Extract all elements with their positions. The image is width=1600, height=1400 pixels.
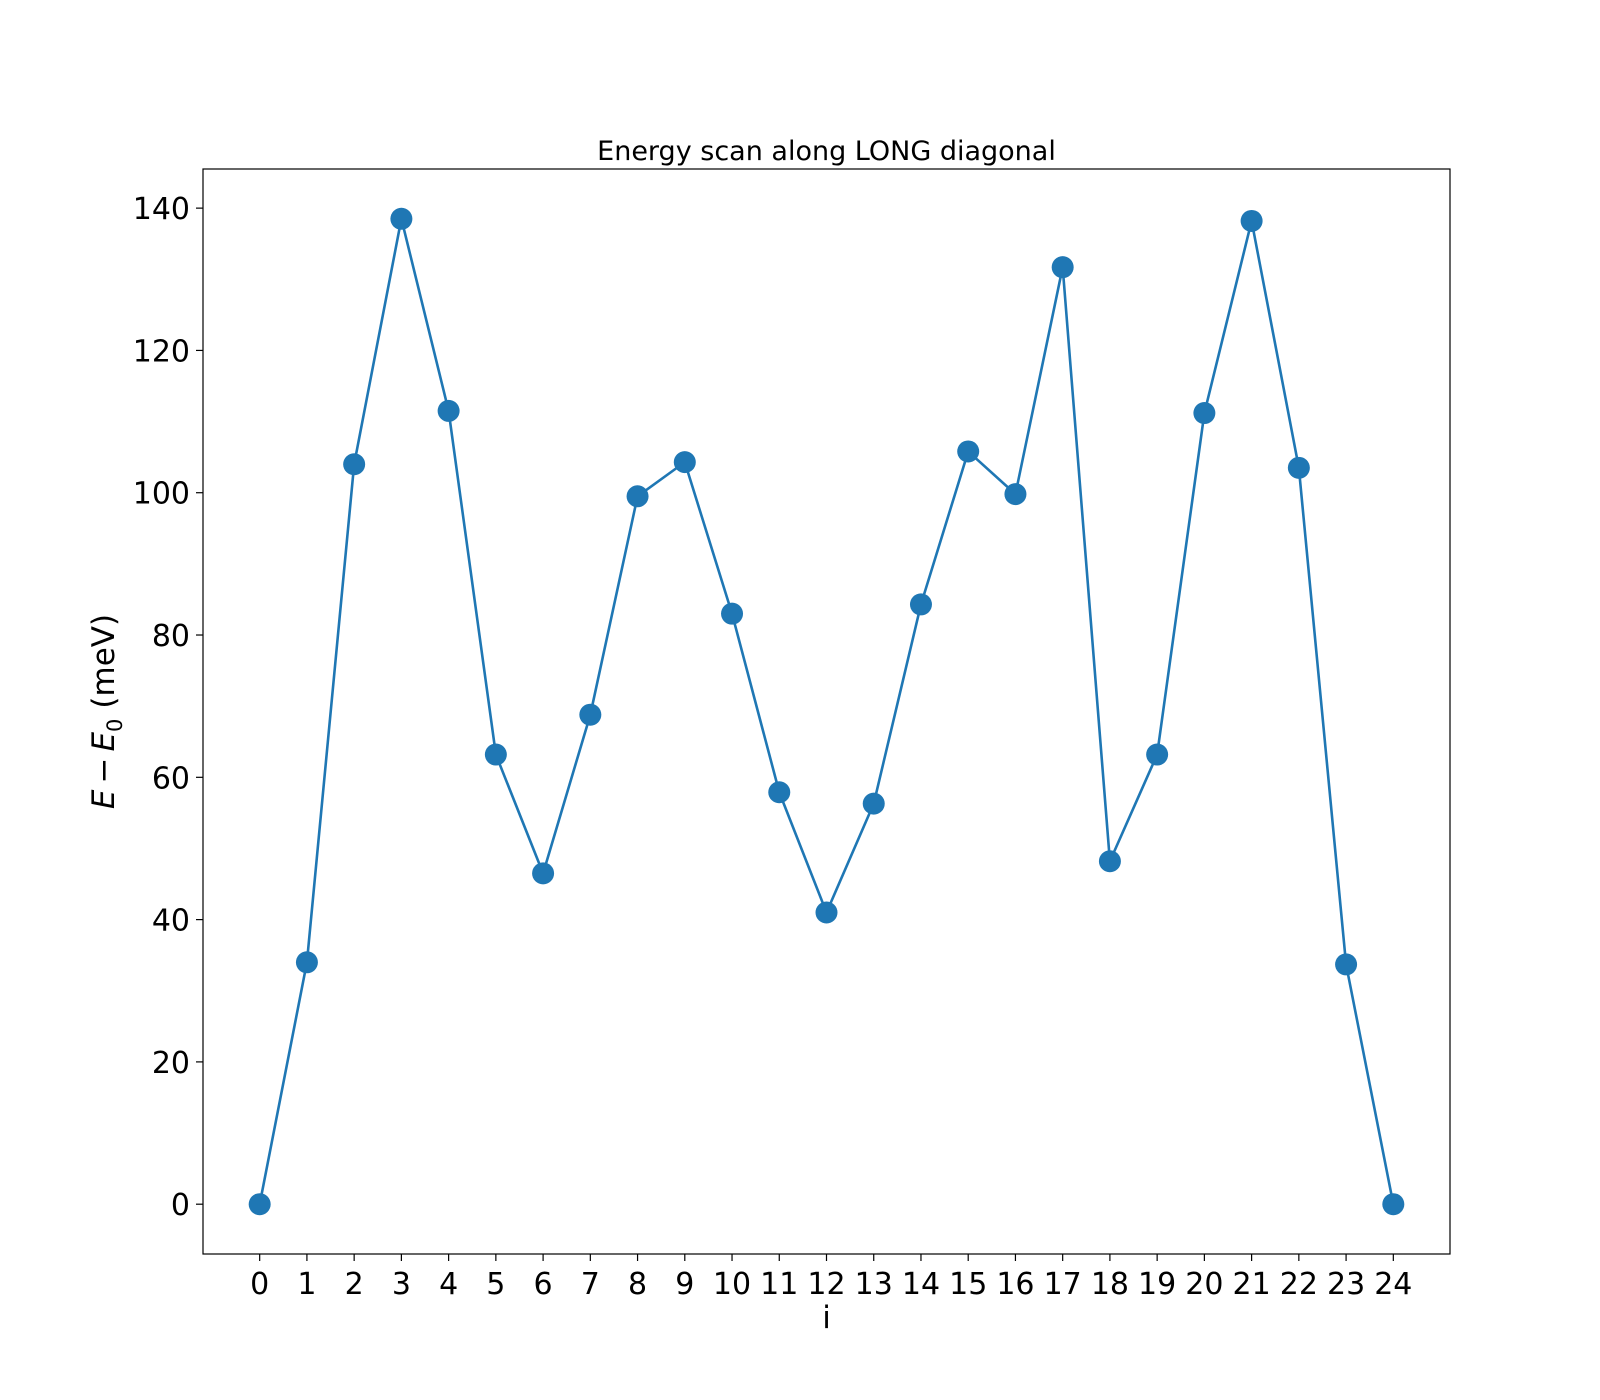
y-tick-label: 140 [133, 192, 190, 227]
data-point [1287, 456, 1310, 479]
data-point [1146, 743, 1169, 766]
y-label-sub: 0 [103, 719, 127, 732]
y-tick-label: 20 [152, 1046, 190, 1081]
data-point [1240, 209, 1263, 232]
x-tick-label: 7 [581, 1267, 600, 1302]
x-tick-label: 14 [902, 1267, 940, 1302]
data-point [862, 792, 885, 815]
y-tick-label: 60 [152, 761, 190, 796]
data-point [768, 781, 791, 804]
x-tick-label: 12 [807, 1267, 845, 1302]
data-point [437, 399, 460, 422]
data-point [1098, 850, 1121, 873]
series-line [258, 217, 1395, 1205]
x-tick-label: 5 [486, 1267, 505, 1302]
x-tick-label: 9 [675, 1267, 694, 1302]
data-point [721, 602, 744, 625]
data-point [390, 207, 413, 230]
x-tick-label: 4 [439, 1267, 458, 1302]
y-label-minus: − [86, 758, 122, 784]
data-point [343, 453, 366, 476]
y-tick-label: 0 [171, 1188, 190, 1223]
x-axis: 0 1 2 3 4 5 6 7 8 9 10 11 12 13 14 15 16 17 18 19 20 21 22 23 24 [250, 1254, 1412, 1302]
y-tick-label: 40 [152, 904, 190, 939]
data-point [909, 593, 932, 616]
plot-frame [202, 168, 1451, 1255]
y-label-e: E [86, 789, 122, 809]
x-tick-label: 11 [760, 1267, 798, 1302]
data-point [626, 485, 649, 508]
data-point [1051, 256, 1074, 279]
y-label-unit: (meV) [86, 614, 122, 709]
x-tick-label: 1 [297, 1267, 316, 1302]
y-label-e0: E [86, 732, 122, 752]
y-axis-label: E−E0(meV) [86, 614, 127, 809]
x-tick-label: 0 [250, 1267, 269, 1302]
x-tick-label: 3 [392, 1267, 411, 1302]
y-axis: 0 20 40 60 80 100 120 140 [133, 192, 203, 1223]
x-tick-label: 20 [1185, 1267, 1223, 1302]
data-point [1382, 1193, 1405, 1216]
data-point [484, 743, 507, 766]
x-tick-label: 19 [1138, 1267, 1176, 1302]
data-point [1193, 402, 1216, 425]
x-tick-label: 18 [1091, 1267, 1129, 1302]
data-point [532, 862, 555, 885]
data-point [1335, 953, 1358, 976]
x-tick-label: 16 [996, 1267, 1034, 1302]
data-point [673, 451, 696, 474]
x-tick-label: 22 [1280, 1267, 1318, 1302]
y-tick-label: 100 [133, 477, 190, 512]
x-tick-label: 17 [1044, 1267, 1082, 1302]
x-tick-label: 24 [1374, 1267, 1412, 1302]
x-tick-label: 23 [1327, 1267, 1365, 1302]
y-tick-label: 120 [133, 334, 190, 369]
x-tick-label: 2 [345, 1267, 364, 1302]
data-point [957, 440, 980, 463]
data-point [579, 703, 602, 726]
x-tick-label: 15 [949, 1267, 987, 1302]
x-tick-label: 6 [534, 1267, 553, 1302]
chart-title: Energy scan along LONG diagonal [597, 136, 1056, 167]
y-tick-label: 80 [152, 619, 190, 654]
data-point [1004, 483, 1027, 506]
x-tick-label: 13 [855, 1267, 893, 1302]
x-axis-label: i [822, 1300, 831, 1336]
x-tick-label: 21 [1233, 1267, 1271, 1302]
data-point [295, 951, 318, 974]
data-point [815, 901, 838, 924]
series-layer [248, 207, 1405, 1216]
x-tick-label: 10 [713, 1267, 751, 1302]
x-tick-label: 8 [628, 1267, 647, 1302]
data-point [248, 1193, 271, 1216]
